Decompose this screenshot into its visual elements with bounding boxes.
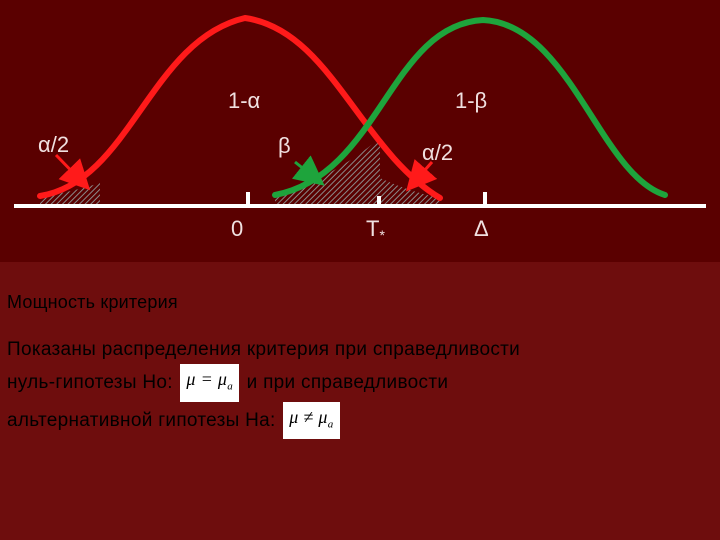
null-hypothesis-text: нуль-гипотезы Но: [7, 371, 173, 393]
description-line-3: альтернативной гипотезы На: μ ≠ μa [7, 401, 713, 440]
alpha-half-left-arrow [54, 153, 91, 191]
formula-alt-mu-a: μ [318, 406, 328, 427]
label-beta: β [278, 133, 291, 158]
description: Показаны распределения критерия при спра… [7, 336, 713, 440]
alt-hypothesis-text: альтернативной гипотезы На: [7, 409, 276, 431]
label-1-alpha: 1-α [228, 88, 261, 113]
alt-intro-text: и при справедливости [246, 371, 449, 393]
power-diagram-svg: 1-α 1-β α/2 β α/2 0 T* Δ [14, 14, 706, 243]
label-alpha-half-right: α/2 [422, 140, 453, 165]
caption: Мощность критерия [7, 292, 178, 312]
tick-t-label: T* [366, 216, 385, 243]
tick-zero-label: 0 [231, 216, 243, 241]
alpha-half-right-arrow [406, 159, 438, 192]
description-line-1: Показаны распределения критерия при спра… [7, 339, 521, 360]
label-1-beta: 1-β [455, 88, 487, 113]
formula-null-mu: μ [186, 369, 196, 389]
formula-null-op: = [200, 369, 214, 389]
null-hypothesis-formula: μ = μa [180, 364, 239, 402]
formula-null-sub: a [227, 380, 233, 393]
formula-alt-mu: μ [289, 406, 299, 427]
tick-t-sub: * [379, 227, 385, 243]
description-line-2: нуль-гипотезы Но: μ = μa и при справедли… [7, 364, 713, 402]
label-alpha-half-left: α/2 [38, 132, 69, 157]
power-diagram: 1-α 1-β α/2 β α/2 0 T* Δ [0, 0, 720, 262]
alt-distribution-curve [272, 16, 668, 198]
formula-null-mu-a: μ [217, 369, 228, 389]
tick-delta-label: Δ [474, 216, 489, 241]
tick-t-main: T [366, 216, 379, 241]
alt-hypothesis-formula: μ ≠ μa [283, 401, 340, 440]
formula-alt-op: ≠ [303, 406, 314, 427]
formula-alt-sub: a [327, 418, 334, 431]
null-distribution-curve [37, 14, 443, 201]
beta-arrow [291, 155, 325, 186]
